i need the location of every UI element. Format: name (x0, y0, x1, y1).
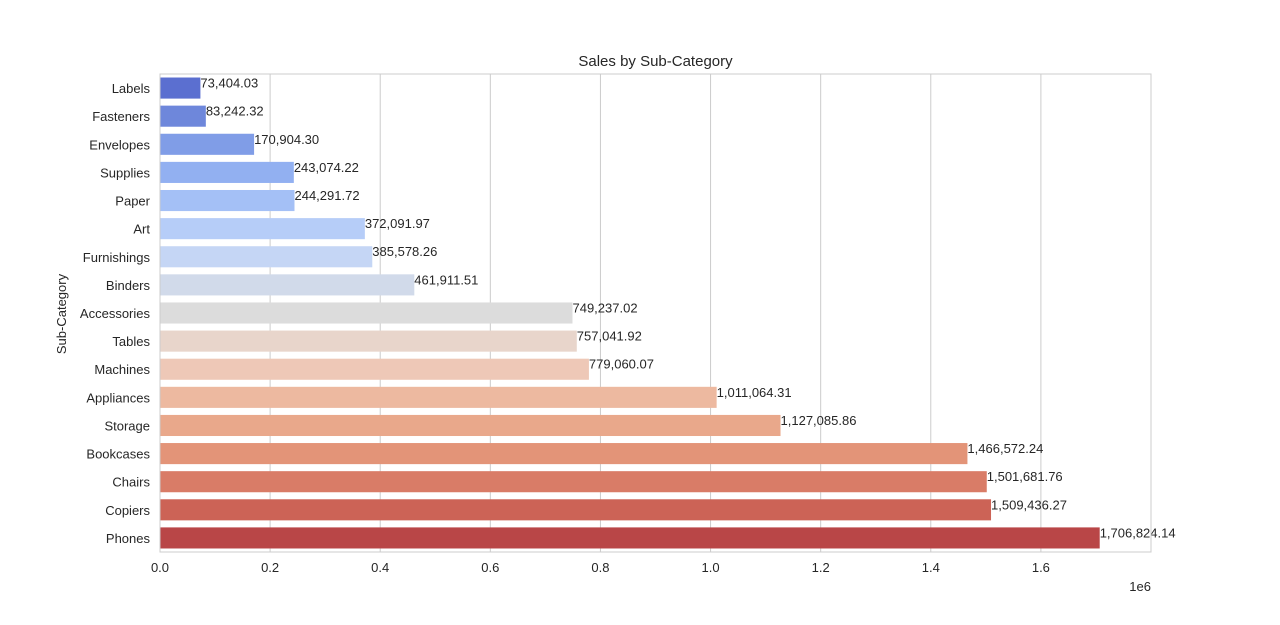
bar (160, 105, 206, 127)
y-axis-label: Sub-Category (54, 273, 69, 354)
y-tick-labels: Labels Fasteners Envelopes Supplies Paper Art… (80, 81, 151, 546)
data-label: 372,091.97 (365, 216, 430, 231)
y-tick-label: Paper (115, 194, 150, 209)
data-label: 244,291.72 (294, 188, 359, 203)
y-tick-label: Phones (106, 531, 151, 546)
data-label: 461,911.51 (414, 272, 478, 287)
y-tick-label: Machines (94, 362, 150, 377)
bar (160, 330, 577, 352)
bar (160, 499, 992, 521)
data-label: 757,041.92 (577, 329, 642, 344)
bar (160, 246, 373, 268)
x-tick-label: 0.8 (591, 560, 609, 575)
data-label: 1,706,824.14 (1100, 525, 1176, 540)
data-label: 73,404.03 (200, 76, 258, 91)
y-tick-label: Art (133, 222, 150, 237)
data-label: 385,578.26 (372, 244, 437, 259)
bar (160, 133, 255, 155)
chart-title: Sales by Sub-Category (578, 53, 733, 70)
y-tick-label: Labels (112, 81, 151, 96)
data-label: 1,509,436.27 (991, 497, 1067, 512)
x-tick-labels: 0.0 0.2 0.4 0.6 0.8 1.0 1.2 1.4 1.6 (151, 560, 1050, 575)
bar (160, 527, 1100, 549)
bar (160, 414, 781, 437)
data-label: 1,011,064.31 (717, 385, 792, 400)
data-label: 1,466,572.24 (967, 441, 1043, 456)
bar (160, 77, 201, 99)
data-label: 83,242.32 (206, 104, 264, 119)
bar (160, 386, 717, 408)
y-tick-label: Envelopes (89, 137, 150, 152)
y-tick-label: Chairs (112, 475, 150, 490)
y-tick-label: Binders (106, 278, 151, 293)
x-tick-label: 1.2 (812, 560, 830, 575)
bar (160, 358, 589, 380)
bar (160, 302, 573, 324)
y-tick-label: Bookcases (86, 447, 150, 462)
data-label: 1,501,681.76 (987, 469, 1063, 484)
y-tick-label: Furnishings (83, 250, 151, 265)
y-tick-label: Storage (104, 418, 150, 433)
x-tick-label: 0.0 (151, 560, 169, 575)
y-tick-label: Accessories (80, 306, 151, 321)
data-label: 170,904.30 (254, 132, 319, 147)
bar (160, 443, 968, 465)
bar (160, 161, 294, 183)
data-label: 1,127,085.86 (781, 413, 857, 428)
bars (160, 77, 1100, 549)
x-tick-label: 1.4 (922, 560, 940, 575)
bar (160, 218, 365, 240)
y-tick-label: Supplies (100, 165, 150, 180)
y-tick-label: Appliances (86, 390, 150, 405)
x-tick-label: 0.4 (371, 560, 389, 575)
data-label: 749,237.02 (572, 300, 637, 315)
data-label: 779,060.07 (589, 357, 654, 372)
bar (160, 471, 987, 493)
x-tick-label: 0.2 (261, 560, 279, 575)
y-tick-label: Tables (112, 334, 150, 349)
plot-frame (159, 73, 1152, 553)
x-tick-label: 1.0 (702, 560, 720, 575)
x-tick-label: 0.6 (481, 560, 499, 575)
data-labels: 73,404.03 83,242.32 170,904.30 243,074.22 24… (200, 76, 1175, 541)
y-tick-label: Fasteners (92, 109, 150, 124)
x-tick-label: 1.6 (1032, 560, 1050, 575)
data-label: 243,074.22 (294, 160, 359, 175)
bar (160, 274, 415, 296)
y-tick-label: Copiers (105, 503, 150, 518)
x-axis-scale-label: 1e6 (1129, 579, 1151, 594)
bar (160, 189, 295, 212)
